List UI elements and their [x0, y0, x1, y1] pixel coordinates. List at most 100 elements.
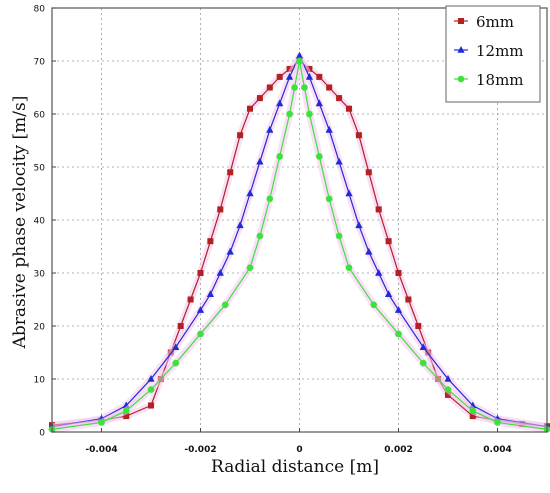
data-point	[177, 323, 184, 329]
data-point	[247, 105, 253, 112]
data-point	[444, 386, 452, 393]
data-point	[291, 84, 298, 91]
data-point	[346, 105, 352, 112]
data-point	[172, 343, 180, 350]
data-point	[469, 407, 477, 415]
data-point	[246, 264, 254, 272]
data-point	[98, 419, 105, 426]
series-18mm	[48, 57, 550, 433]
legend-marker-1	[458, 18, 464, 24]
legend-marker-shape	[457, 75, 465, 83]
legend-marker-shape	[457, 46, 465, 53]
data-point	[236, 221, 244, 229]
data-point	[256, 95, 263, 102]
data-point	[316, 153, 323, 160]
ticks: -0.004 -0.002 0 0.002 0.004 0 10 20 30 40 50 60 70 80	[34, 5, 512, 456]
data-point	[266, 125, 274, 133]
legend-label-1: 6mm	[476, 13, 514, 31]
data-point	[444, 375, 452, 382]
data-point	[306, 110, 313, 118]
x-axis-title: Radial distance [m]	[211, 457, 379, 477]
x-tick-label: -0.004	[85, 445, 117, 455]
data-point	[315, 99, 323, 107]
data-point	[325, 125, 333, 133]
data-point	[395, 330, 402, 338]
data-point	[221, 301, 229, 309]
data-point	[325, 195, 333, 203]
data-point	[365, 247, 373, 255]
data-point	[494, 419, 501, 426]
legend-entry-1: 6mm	[454, 13, 514, 31]
data-point	[394, 306, 403, 313]
data-point	[122, 407, 130, 415]
data-point	[147, 386, 155, 393]
data-point	[276, 99, 284, 107]
legend-label-3: 18mm	[476, 71, 524, 89]
data-point	[301, 84, 308, 91]
data-point	[217, 206, 224, 213]
y-tick-label: 20	[34, 323, 46, 333]
data-point	[266, 84, 273, 91]
data-point	[415, 323, 422, 329]
data-point	[266, 195, 274, 203]
data-point	[276, 153, 284, 160]
data-point	[123, 413, 130, 420]
data-point	[246, 189, 254, 197]
data-point	[148, 402, 154, 409]
legend-entry-3: 18mm	[454, 71, 524, 89]
data-point	[187, 296, 194, 303]
data-point	[355, 221, 363, 229]
data-point	[305, 72, 313, 80]
data-point	[355, 132, 362, 139]
data-point	[419, 343, 427, 350]
data-point	[385, 290, 393, 297]
data-point	[445, 391, 451, 398]
data-point	[365, 169, 372, 176]
data-point	[172, 359, 180, 367]
data-point	[296, 57, 303, 65]
data-point	[370, 301, 378, 309]
data-point	[216, 269, 224, 276]
y-tick-label: 30	[34, 270, 46, 280]
y-axis-title: Abrasive phase velocity [m/s]	[10, 96, 30, 350]
data-point	[375, 206, 382, 213]
data-point	[226, 247, 234, 255]
data-point	[286, 72, 294, 80]
x-tick-label: 0	[296, 445, 302, 455]
data-point	[345, 189, 353, 197]
data-point	[419, 359, 427, 367]
y-tick-label: 0	[39, 429, 45, 439]
legend: 6mm 12mm 18mm	[445, 5, 541, 103]
data-point	[326, 84, 333, 91]
data-point	[207, 238, 214, 245]
data-point	[276, 73, 283, 80]
legend-marker-3	[457, 75, 465, 83]
series-layer	[48, 51, 550, 433]
data-point	[197, 330, 204, 338]
x-tick-label: -0.002	[184, 445, 216, 455]
y-tick-label: 50	[34, 164, 46, 174]
data-point	[256, 232, 264, 240]
data-point	[196, 306, 205, 313]
legend-marker-2	[457, 46, 465, 53]
y-tick-label: 60	[34, 111, 46, 121]
data-point	[256, 157, 264, 165]
legend-entry-2: 12mm	[454, 42, 524, 60]
x-tick-label: 0.002	[384, 445, 412, 455]
legend-marker-shape	[458, 18, 464, 24]
data-point	[335, 157, 343, 165]
data-point	[375, 269, 383, 276]
data-point	[469, 413, 476, 420]
data-point	[197, 270, 204, 276]
data-point	[147, 375, 155, 382]
x-tick-label: 0.004	[483, 445, 511, 455]
data-point	[286, 110, 293, 118]
y-tick-label: 10	[34, 376, 46, 386]
y-tick-label: 40	[34, 217, 46, 227]
data-point	[237, 132, 244, 139]
data-point	[227, 169, 234, 176]
data-point	[335, 232, 343, 240]
y-tick-label: 70	[34, 58, 46, 68]
data-point	[345, 264, 353, 272]
